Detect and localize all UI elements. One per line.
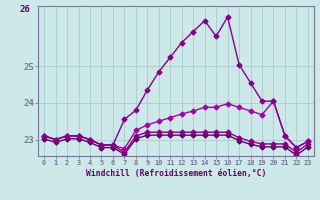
X-axis label: Windchill (Refroidissement éolien,°C): Windchill (Refroidissement éolien,°C) xyxy=(86,169,266,178)
Text: 26: 26 xyxy=(20,5,30,14)
